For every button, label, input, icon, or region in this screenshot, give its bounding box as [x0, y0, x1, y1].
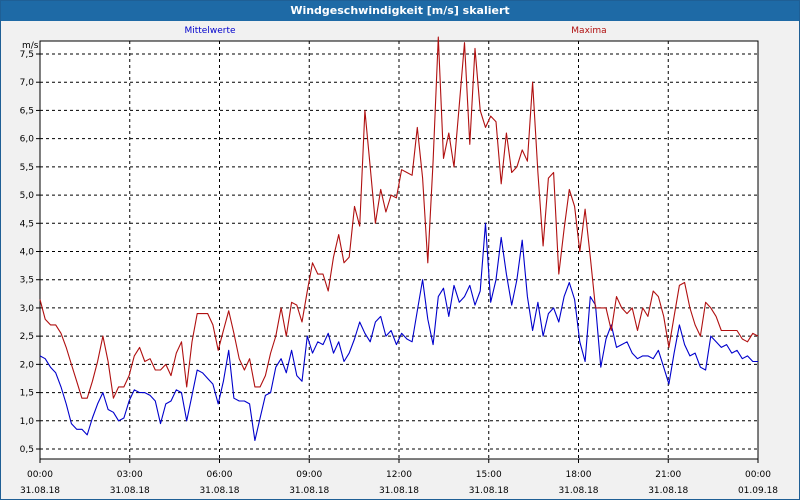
y-tick-label: 2,0 [20, 360, 35, 370]
x-tick-date: 31.08.18 [648, 486, 688, 496]
x-tick-time: 18:00 [566, 470, 592, 480]
y-tick-label: 4,5 [20, 219, 34, 229]
x-tick-date: 31.08.18 [20, 486, 60, 496]
y-tick-label: 5,5 [20, 163, 34, 173]
window-title: Windgeschwindigkeit [m/s] skaliert [1, 1, 799, 21]
y-tick-label: 7,0 [20, 78, 35, 88]
y-tick-label: 3,0 [20, 304, 35, 314]
y-tick-label: 5,0 [20, 191, 35, 201]
x-tick-date: 31.08.18 [199, 486, 239, 496]
y-tick-label: 2,5 [20, 332, 34, 342]
x-axis: 00:00 31.08.18 03:00 31.08.18 06:00 31.08.18 0… [20, 459, 778, 496]
grid-lines [40, 41, 758, 459]
x-tick-time: 00:00 [27, 470, 53, 480]
x-tick-time: 21:00 [655, 470, 681, 480]
x-tick-time: 12:00 [386, 470, 412, 480]
x-tick-time: 09:00 [296, 470, 322, 480]
y-tick-label: 1,5 [20, 389, 34, 399]
x-tick-date: 31.08.18 [379, 486, 419, 496]
x-tick-date: 31.08.18 [558, 486, 598, 496]
x-tick-date: 31.08.18 [289, 486, 329, 496]
legend-mittelwerte: Mittelwerte [184, 26, 235, 36]
series-line-maxima [39, 36, 759, 399]
x-tick-time: 15:00 [476, 470, 502, 480]
y-tick-label: 3,5 [20, 276, 34, 286]
series-lines [39, 36, 759, 442]
series-line-mittelwerte [39, 222, 758, 442]
x-tick-time: 00:00 [745, 470, 771, 480]
x-tick-date: 31.08.18 [469, 486, 509, 496]
y-tick-label: 1,0 [20, 417, 35, 427]
legend-maxima: Maxima [571, 26, 606, 36]
y-tick-label: 4,0 [20, 248, 35, 258]
x-tick-date: 01.09.18 [738, 486, 778, 496]
x-tick-date: 31.08.18 [110, 486, 150, 496]
y-axis: 0,5 1,0 1,5 2,0 2,5 3,0 3,5 4,0 4,5 5,0 5,5 6,0 6,5 7… [20, 50, 40, 455]
y-tick-label: 6,0 [20, 135, 35, 145]
y-tick-label: 7,5 [20, 50, 34, 60]
y-tick-label: 6,5 [20, 106, 34, 116]
x-tick-time: 03:00 [117, 470, 143, 480]
x-tick-time: 06:00 [207, 470, 233, 480]
y-tick-label: 0,5 [20, 445, 34, 455]
y-axis-label: m/s [22, 41, 39, 51]
